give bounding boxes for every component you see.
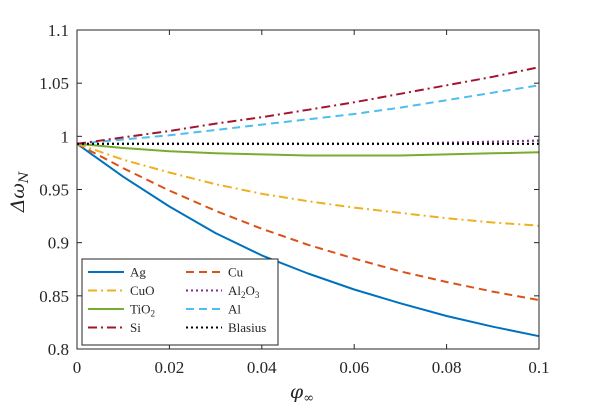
y-tick-label: 1.05 xyxy=(39,74,69,93)
legend-label-al2o3: Al2O3 xyxy=(228,283,260,300)
legend-label-blasius: Blasius xyxy=(228,320,266,335)
series-line-si xyxy=(76,66,540,145)
x-tick-label: 0.1 xyxy=(528,358,549,377)
x-tick-label: 0.02 xyxy=(155,358,185,377)
y-tick-label: 0.8 xyxy=(48,340,69,359)
x-tick-label: 0.04 xyxy=(247,358,277,377)
series-line-tio2 xyxy=(76,142,540,157)
y-axis-title: ΔωN xyxy=(7,171,32,213)
series-line-cu xyxy=(76,142,540,302)
legend-label-ag: Ag xyxy=(130,265,146,280)
x-tick-label: 0.08 xyxy=(432,358,462,377)
legend-label-cuo: CuO xyxy=(130,283,155,298)
series-line-cuo xyxy=(76,142,540,227)
series-line-al xyxy=(76,84,540,145)
x-axis-title: φ∞ xyxy=(290,381,314,405)
x-tick-label: 0.06 xyxy=(339,358,369,377)
y-tick-label: 0.95 xyxy=(39,181,69,200)
legend-box xyxy=(81,258,279,346)
legend: Ag Cu CuO Al2O3 TiO2 Al Si Blasius xyxy=(81,258,279,346)
series-layer xyxy=(76,66,540,338)
series-line-ag xyxy=(76,142,540,338)
y-tick-label: 0.9 xyxy=(48,234,69,253)
y-tick-label: 1 xyxy=(61,127,70,146)
legend-label-tio2: TiO2 xyxy=(130,302,155,319)
legend-label-cu: Cu xyxy=(228,265,244,280)
x-tick-label: 0 xyxy=(73,358,82,377)
legend-label-al: Al xyxy=(228,302,241,317)
y-tick-label: 0.85 xyxy=(39,287,69,306)
legend-label-si: Si xyxy=(130,320,141,335)
tick-layer: 0 0.02 0.04 0.06 0.08 0.1 0.8 0.85 0.9 0.95 1 1.05 1… xyxy=(39,21,549,377)
y-tick-label: 1.1 xyxy=(48,21,69,40)
